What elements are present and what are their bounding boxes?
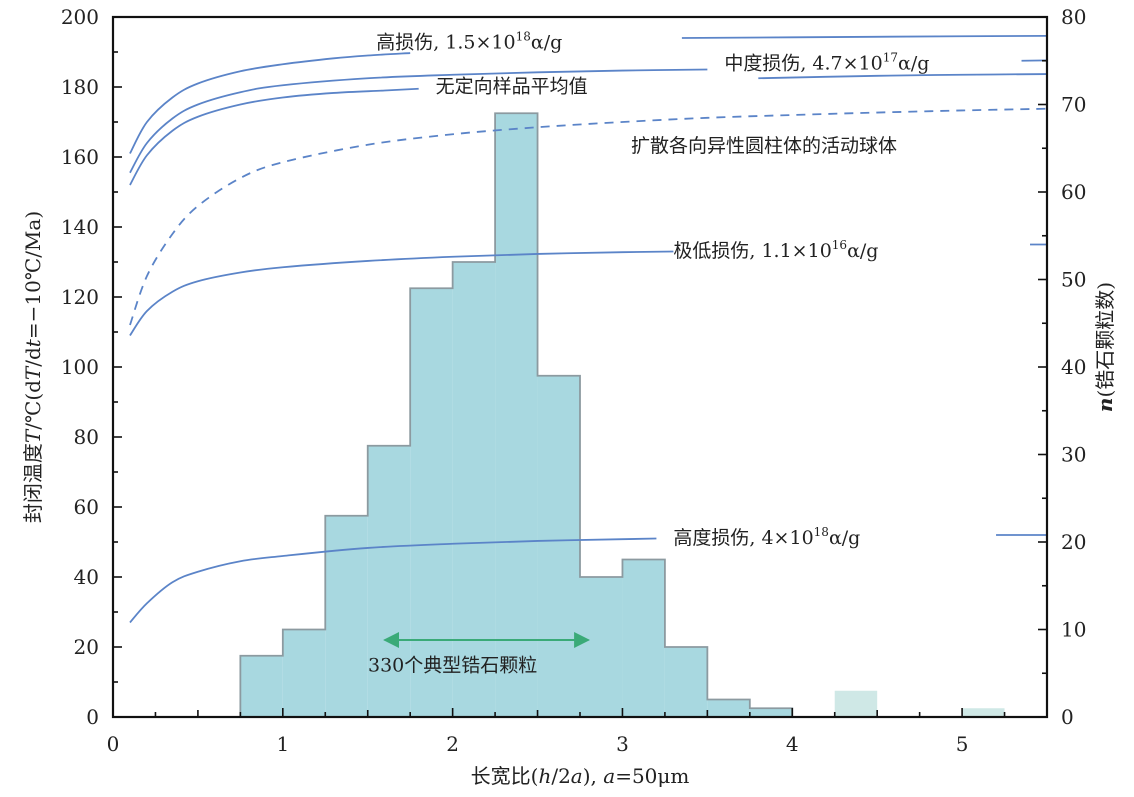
histogram-bar-5	[452, 262, 496, 717]
y-left-tick-label: 180	[61, 75, 99, 99]
label-medium-damage: 中度损伤, 4.7×1017α/g	[724, 51, 929, 75]
x-tick-label: 1	[276, 732, 289, 756]
y-left-tick-label: 40	[74, 565, 99, 589]
y-right-axis-title: n(锆石颗粒数)	[1093, 282, 1117, 412]
series-line-7	[758, 73, 1048, 80]
label-active-sphere: 扩散各向异性圆柱体的活动球体	[631, 135, 897, 157]
histogram-bar-11	[707, 699, 750, 717]
histogram-bar-1	[282, 629, 326, 717]
x-tick-label: 5	[956, 732, 969, 756]
histogram-bar-2	[325, 515, 368, 717]
axes: 0 1 2 3 4 50204060801001201401601802000102030…	[21, 5, 1117, 788]
histogram-bar-7	[537, 375, 580, 717]
y-right-tick-label: 60	[1061, 180, 1086, 204]
histogram-bar-8	[580, 577, 623, 717]
annotations: 高损伤, 1.5×1018α/g 中度损伤, 4.7×1017α/g 无定向样品平均…	[368, 30, 929, 677]
y-right-tick-label: 70	[1061, 93, 1086, 117]
series-line-5	[129, 537, 657, 624]
label-highly-damaged: 高度损伤, 4×1018α/g	[673, 525, 860, 549]
y-left-tick-label: 20	[74, 635, 99, 659]
label-unoriented-mean: 无定向样品平均值	[436, 75, 588, 97]
label-very-low-damage: 极低损伤, 1.1×1016α/g	[673, 238, 878, 262]
histogram-bar-9	[622, 559, 665, 717]
histogram-bar-0	[240, 655, 283, 717]
x-tick-label: 0	[107, 732, 120, 756]
curves	[129, 35, 1048, 624]
histogram-bar-12	[749, 708, 793, 717]
series-line-2	[129, 87, 419, 186]
histogram-bar-6	[495, 113, 538, 717]
y-right-tick-label: 50	[1061, 268, 1086, 292]
faint-bar-0	[834, 690, 878, 717]
faint-bar-1	[962, 708, 1005, 717]
x-tick-label: 3	[616, 732, 629, 756]
series-line-1	[129, 68, 708, 174]
y-left-tick-label: 200	[61, 5, 99, 29]
series-line-4	[129, 250, 674, 337]
x-tick-label: 2	[446, 732, 459, 756]
label-grain-count: 330个典型锆石颗粒	[368, 655, 537, 677]
y-left-tick-label: 80	[74, 425, 99, 449]
y-left-tick-label: 100	[61, 355, 99, 379]
histogram	[239, 112, 1005, 717]
histogram-bar-10	[664, 647, 708, 717]
y-left-tick-label: 140	[61, 215, 99, 239]
y-right-tick-label: 80	[1061, 5, 1086, 29]
y-left-axis-title: 封闭温度T/℃(dT/dt=−10℃/Ma)	[21, 211, 45, 523]
series-line-0	[129, 52, 411, 154]
histogram-bar-3	[367, 445, 411, 717]
y-right-tick-label: 40	[1061, 355, 1086, 379]
y-right-tick-label: 30	[1061, 443, 1086, 467]
y-left-tick-label: 60	[74, 495, 99, 519]
histogram-outline	[239, 112, 794, 717]
y-right-tick-label: 10	[1061, 618, 1086, 642]
series-line-6	[681, 35, 1048, 39]
y-right-tick-label: 20	[1061, 530, 1086, 554]
series-line-3	[129, 107, 1048, 326]
histogram-bar-4	[410, 288, 453, 717]
y-left-tick-label: 160	[61, 145, 99, 169]
y-left-tick-label: 120	[61, 285, 99, 309]
x-tick-label: 4	[786, 732, 799, 756]
label-high-damage: 高损伤, 1.5×1018α/g	[376, 30, 562, 54]
y-left-tick-label: 0	[86, 705, 99, 729]
x-axis-title: 长宽比(h/2a), a=50μm	[471, 764, 690, 788]
y-right-tick-label: 0	[1061, 705, 1074, 729]
